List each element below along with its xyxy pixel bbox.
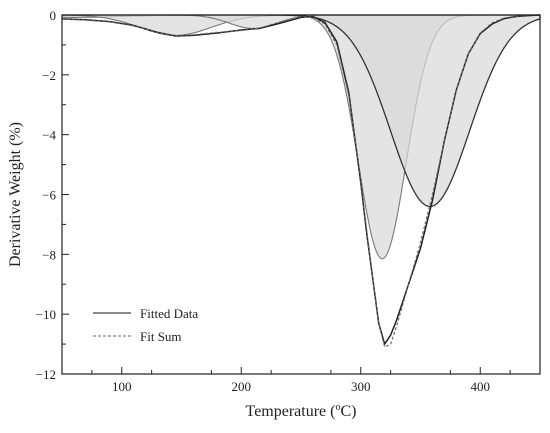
y-axis-label: Derivative Weight (%) [7, 122, 24, 267]
component-peak-5 [62, 14, 541, 208]
x-axis-label: Temperature (oC) [246, 402, 357, 420]
x-tick-label: 200 [232, 379, 252, 394]
x-tick-label: 400 [471, 379, 491, 394]
x-tick-label: 100 [112, 379, 132, 394]
x-tick-label: 300 [351, 379, 371, 394]
y-tick-label: −4 [42, 128, 56, 143]
legend: Fitted Data Fit Sum [93, 306, 198, 344]
y-tick-label: −10 [36, 307, 56, 322]
component-fills [61, 14, 541, 260]
y-tick-label: −8 [42, 247, 56, 262]
series-lines [61, 14, 541, 348]
axis-ticks: 100 200 300 400 0 −2 −4 −6 −8 −10 −12 [36, 8, 511, 394]
y-tick-label: −2 [42, 68, 56, 83]
legend-label-fit-sum: Fit Sum [140, 329, 182, 344]
y-tick-label: −6 [42, 188, 56, 203]
series-line-fit-sum [61, 14, 541, 348]
y-tick-label: −12 [36, 367, 56, 382]
legend-label-fitted-data: Fitted Data [140, 306, 198, 321]
y-tick-label: 0 [50, 8, 57, 23]
